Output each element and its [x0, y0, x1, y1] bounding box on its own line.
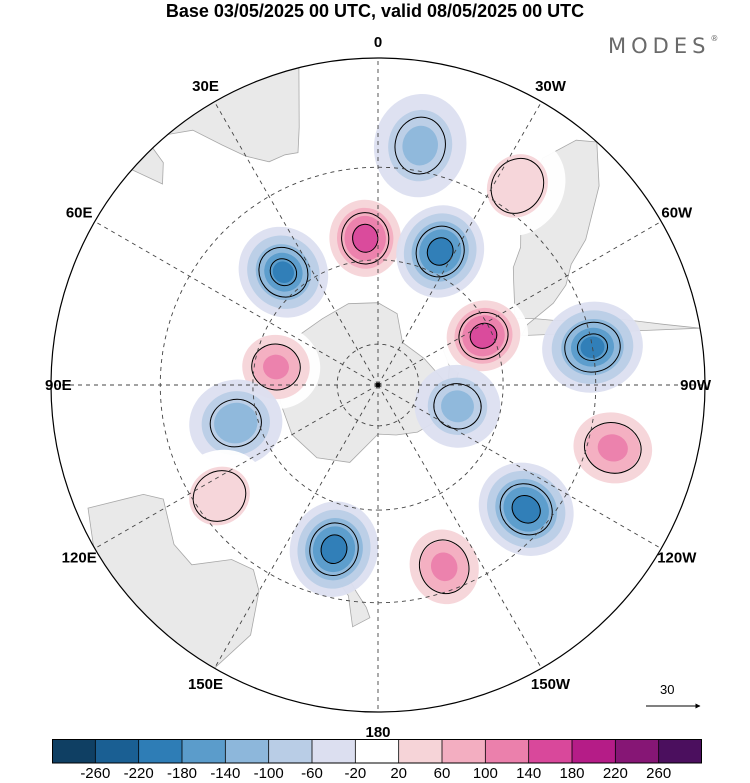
colorbar-tick-label: -140 [210, 765, 241, 782]
longitude-label: 120E [62, 550, 97, 567]
longitude-label: 120W [657, 550, 697, 567]
colorbar-tick-label: -60 [301, 765, 323, 782]
colorbar-tick-label: -20 [344, 765, 367, 782]
colorbar-swatch [95, 739, 139, 763]
anomaly-positive [398, 518, 490, 616]
colorbar-swatch [528, 739, 573, 763]
circulation-contour [564, 321, 621, 373]
longitude-label: 30E [192, 78, 219, 95]
contour-lines [192, 116, 642, 595]
colorbar [52, 739, 702, 764]
colorbar-tick-label: -180 [166, 765, 198, 782]
colorbar-swatch [225, 739, 269, 763]
longitude-label: 180 [365, 724, 390, 741]
meridian-line [214, 384, 379, 669]
colorbar-swatch [442, 739, 486, 763]
colorbar-swatch [615, 739, 659, 763]
colorbar-tick-label: -220 [123, 765, 154, 782]
circulation-contour [490, 157, 545, 214]
anomaly-negative [189, 379, 283, 467]
brand-text: MODES [608, 34, 711, 58]
map-title: Base 03/05/2025 00 UTC, valid 08/05/2025… [165, 1, 585, 21]
colorbar-tick-label: -100 [253, 765, 284, 782]
vector-scale-label: 30 [660, 682, 675, 697]
colorbar-tick-label: 180 [559, 765, 585, 782]
circulation-contour [258, 246, 309, 298]
meridian-line [377, 384, 662, 549]
circulation-contour [394, 116, 446, 175]
colorbar-swatch [312, 739, 356, 763]
anomaly-negative [289, 501, 379, 597]
graticule [51, 58, 705, 712]
circulation-contour [418, 539, 470, 595]
anomaly-positive [171, 449, 268, 543]
colorbar-swatch [138, 739, 183, 763]
anomaly-negative [373, 93, 467, 198]
colorbar-frame [52, 739, 702, 764]
anomaly-negative [414, 364, 501, 448]
latitude-circle [252, 259, 504, 511]
longitude-labels: 0 30E 60E 90E 120E 150E 180 150W 120W 90W 60W 30W [45, 34, 712, 741]
meridian-line [94, 384, 379, 549]
meridian-line [94, 221, 379, 386]
circulation-contour [251, 343, 301, 391]
colorbar-swatch [485, 739, 529, 763]
colorbar-tick-label: 20 [390, 765, 407, 782]
anomaly-positive [321, 191, 409, 286]
circulation-contour [309, 522, 359, 576]
map-border [50, 57, 706, 713]
colorbar-tick-label: 220 [602, 765, 628, 782]
longitude-label: 150E [188, 676, 223, 693]
colorbar-tick-label: -260 [80, 765, 111, 782]
colorbar-swatch [268, 739, 313, 763]
longitude-label: 90E [45, 377, 72, 394]
colorbar-swatch [398, 739, 443, 763]
colorbar-swatch [658, 739, 702, 763]
anomaly-positive [438, 292, 529, 379]
longitude-label: 60W [661, 205, 693, 222]
colorbar-swatch [182, 739, 226, 763]
colorbar-swatch [355, 739, 399, 763]
circulation-contour [209, 398, 262, 448]
colorbar-swatch [52, 739, 96, 763]
longitude-label: 90W [680, 377, 712, 394]
colorbar-tick-label: 100 [472, 765, 498, 782]
brand-registered-mark: ® [710, 34, 719, 43]
circulation-contour [433, 383, 482, 430]
circulation-contour [192, 470, 247, 522]
meridian-line [377, 221, 662, 386]
circulation-contour [584, 422, 642, 474]
colorbar-tick-label: 260 [646, 765, 672, 782]
colorbar-tick-label: 140 [516, 765, 542, 782]
meridian-line [377, 384, 542, 669]
anomaly-negative [478, 462, 574, 556]
longitude-label: 30W [535, 78, 567, 95]
longitude-label: 0 [374, 34, 382, 51]
pole-marker [375, 382, 381, 388]
meridian-line [377, 101, 542, 386]
brand-logo: MODES® [608, 34, 718, 58]
circulation-contour [499, 483, 553, 536]
colorbar-swatch [572, 739, 616, 763]
longitude-label: 150W [531, 676, 571, 693]
longitude-label: 60E [66, 205, 93, 222]
meridian-line [214, 101, 379, 386]
anomaly-negative [396, 205, 485, 298]
colorbar-tick-label: 60 [433, 765, 451, 782]
